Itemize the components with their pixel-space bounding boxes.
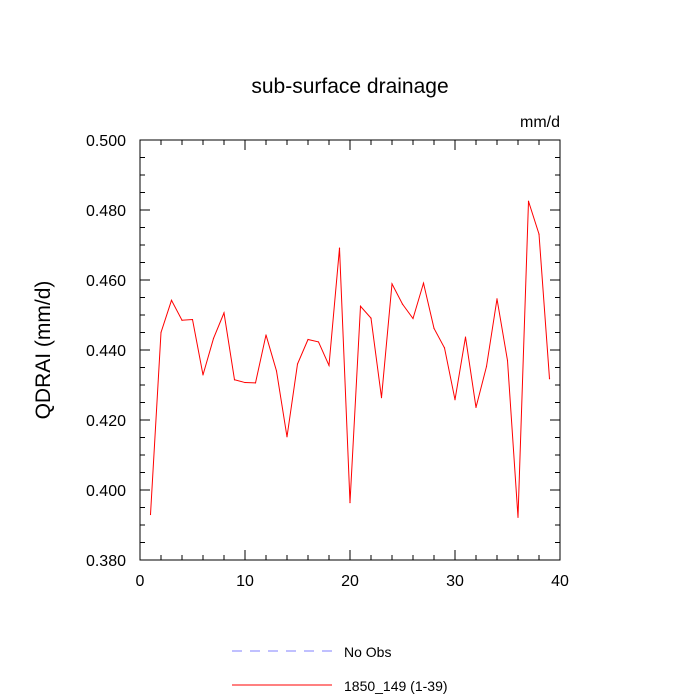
x-tick-label: 30: [446, 573, 464, 590]
data-point: [475, 406, 477, 408]
x-tick-label: 10: [236, 573, 254, 590]
chart-title: sub-surface drainage: [251, 75, 448, 98]
y-tick-label: 0.420: [86, 413, 126, 430]
data-point: [181, 319, 183, 321]
data-point: [548, 378, 551, 380]
data-point: [433, 327, 435, 329]
data-point: [286, 436, 288, 438]
data-point: [160, 331, 162, 334]
data-point: [170, 299, 173, 301]
data-point: [275, 370, 278, 372]
x-tick-label: 40: [551, 573, 569, 590]
data-point: [149, 513, 152, 516]
data-point: [517, 516, 519, 518]
data-point: [538, 233, 540, 235]
axis-tick-labels: 0 10 20 30 40 0.380 0.400 0.420 0.440 0.460 0.480 0…: [86, 133, 569, 590]
y-tick-label: 0.380: [86, 553, 126, 570]
data-point: [254, 382, 257, 384]
data-point: [370, 317, 372, 319]
data-point: [191, 318, 194, 321]
data-point: [401, 303, 404, 305]
data-point: [359, 305, 362, 307]
axis-ticks: [139, 139, 561, 561]
data-point: [223, 312, 225, 314]
y-tick-label: 0.480: [86, 203, 126, 220]
y-tick-label: 0.500: [86, 133, 126, 150]
units-label: mm/d: [520, 114, 560, 131]
data-point: [244, 381, 246, 384]
y-axis-label: QDRAI (mm/d): [32, 281, 55, 420]
y-tick-label: 0.440: [86, 343, 126, 360]
data-point: [328, 364, 330, 366]
data-point: [464, 336, 467, 338]
data-point: [506, 359, 509, 362]
legend-label: 1850_149 (1-39): [344, 678, 448, 694]
data-point: [202, 374, 204, 376]
legend: No Obs 1850_149 (1-39): [232, 644, 448, 694]
x-tick-label: 0: [136, 573, 145, 590]
data-point: [422, 282, 425, 284]
data-point: [233, 379, 236, 381]
data-point: [496, 298, 498, 300]
data-point: [338, 247, 341, 249]
x-tick-label: 20: [341, 573, 359, 590]
series-layer: [149, 200, 551, 518]
data-point: [212, 337, 215, 340]
y-tick-label: 0.460: [86, 273, 126, 290]
data-point: [443, 347, 446, 349]
series-line: [150, 201, 550, 518]
data-point: [454, 399, 456, 401]
data-point: [317, 341, 320, 343]
y-tick-label: 0.400: [86, 483, 126, 500]
data-point: [485, 365, 488, 368]
data-point: [349, 502, 351, 504]
data-point: [412, 317, 414, 320]
data-point: [296, 363, 299, 365]
legend-label: No Obs: [344, 644, 391, 660]
data-point: [265, 334, 267, 336]
data-point: [527, 200, 530, 202]
data-point: [380, 397, 383, 399]
data-point: [391, 283, 393, 285]
data-point: [307, 338, 309, 341]
